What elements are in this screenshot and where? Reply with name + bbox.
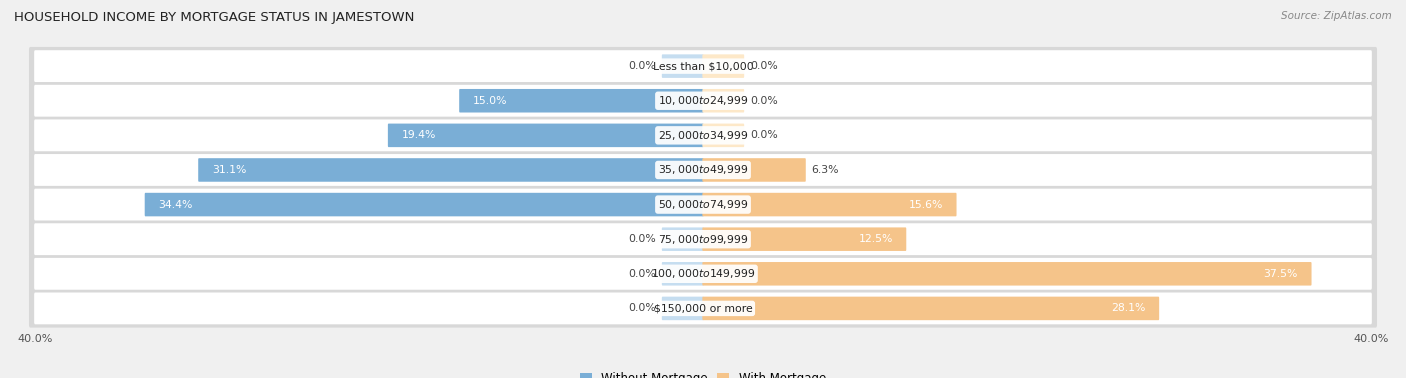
FancyBboxPatch shape xyxy=(703,193,956,216)
FancyBboxPatch shape xyxy=(662,262,703,285)
Text: 37.5%: 37.5% xyxy=(1264,269,1298,279)
FancyBboxPatch shape xyxy=(703,124,744,147)
FancyBboxPatch shape xyxy=(703,54,744,78)
Text: $75,000 to $99,999: $75,000 to $99,999 xyxy=(658,233,748,246)
Text: 40.0%: 40.0% xyxy=(17,335,52,344)
FancyBboxPatch shape xyxy=(30,255,1376,293)
FancyBboxPatch shape xyxy=(662,54,703,78)
Text: $10,000 to $24,999: $10,000 to $24,999 xyxy=(658,94,748,107)
FancyBboxPatch shape xyxy=(34,258,1372,290)
FancyBboxPatch shape xyxy=(30,220,1376,259)
FancyBboxPatch shape xyxy=(145,193,703,216)
FancyBboxPatch shape xyxy=(703,228,907,251)
Text: 19.4%: 19.4% xyxy=(402,130,436,140)
FancyBboxPatch shape xyxy=(703,262,1312,285)
Text: 0.0%: 0.0% xyxy=(749,96,778,106)
FancyBboxPatch shape xyxy=(662,228,703,251)
FancyBboxPatch shape xyxy=(460,89,703,113)
Text: 15.0%: 15.0% xyxy=(472,96,508,106)
FancyBboxPatch shape xyxy=(703,89,744,113)
FancyBboxPatch shape xyxy=(662,297,703,320)
FancyBboxPatch shape xyxy=(30,82,1376,120)
Text: 0.0%: 0.0% xyxy=(749,61,778,71)
Text: 12.5%: 12.5% xyxy=(858,234,893,244)
FancyBboxPatch shape xyxy=(34,119,1372,151)
Text: $150,000 or more: $150,000 or more xyxy=(654,304,752,313)
FancyBboxPatch shape xyxy=(34,154,1372,186)
FancyBboxPatch shape xyxy=(198,158,703,182)
Text: 0.0%: 0.0% xyxy=(628,61,657,71)
Text: 40.0%: 40.0% xyxy=(1354,335,1389,344)
Text: 0.0%: 0.0% xyxy=(749,130,778,140)
FancyBboxPatch shape xyxy=(34,85,1372,117)
FancyBboxPatch shape xyxy=(30,151,1376,189)
Text: 34.4%: 34.4% xyxy=(159,200,193,209)
Text: Less than $10,000: Less than $10,000 xyxy=(652,61,754,71)
Text: $50,000 to $74,999: $50,000 to $74,999 xyxy=(658,198,748,211)
FancyBboxPatch shape xyxy=(34,223,1372,255)
FancyBboxPatch shape xyxy=(30,185,1376,224)
Text: HOUSEHOLD INCOME BY MORTGAGE STATUS IN JAMESTOWN: HOUSEHOLD INCOME BY MORTGAGE STATUS IN J… xyxy=(14,11,415,24)
FancyBboxPatch shape xyxy=(30,116,1376,155)
FancyBboxPatch shape xyxy=(30,289,1376,328)
Text: $100,000 to $149,999: $100,000 to $149,999 xyxy=(651,267,755,280)
FancyBboxPatch shape xyxy=(703,297,1159,320)
Text: $35,000 to $49,999: $35,000 to $49,999 xyxy=(658,163,748,177)
Legend: Without Mortgage, With Mortgage: Without Mortgage, With Mortgage xyxy=(575,367,831,378)
Text: 0.0%: 0.0% xyxy=(628,234,657,244)
FancyBboxPatch shape xyxy=(388,124,703,147)
Text: 31.1%: 31.1% xyxy=(212,165,246,175)
Text: 28.1%: 28.1% xyxy=(1111,304,1146,313)
Text: 0.0%: 0.0% xyxy=(628,304,657,313)
Text: 0.0%: 0.0% xyxy=(628,269,657,279)
Text: Source: ZipAtlas.com: Source: ZipAtlas.com xyxy=(1281,11,1392,21)
FancyBboxPatch shape xyxy=(30,47,1376,85)
FancyBboxPatch shape xyxy=(34,50,1372,82)
FancyBboxPatch shape xyxy=(703,158,806,182)
Text: 6.3%: 6.3% xyxy=(811,165,839,175)
Text: 15.6%: 15.6% xyxy=(908,200,943,209)
FancyBboxPatch shape xyxy=(34,189,1372,220)
Text: $25,000 to $34,999: $25,000 to $34,999 xyxy=(658,129,748,142)
FancyBboxPatch shape xyxy=(34,293,1372,324)
